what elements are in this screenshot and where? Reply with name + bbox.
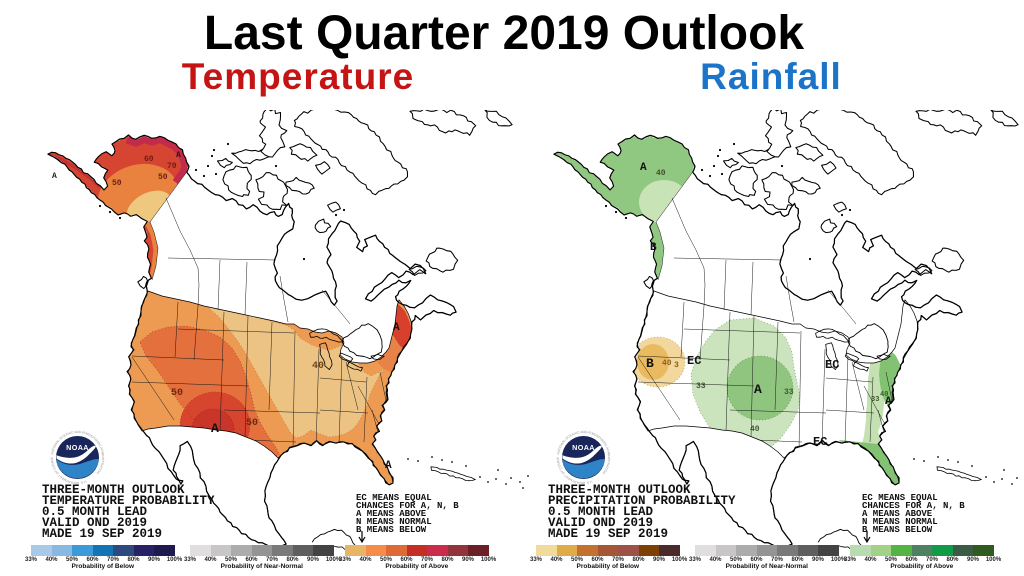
svg-text:33: 33 (871, 396, 879, 404)
svg-text:50: 50 (112, 179, 122, 188)
svg-text:B: B (650, 242, 657, 254)
svg-text:A: A (385, 460, 392, 472)
svg-text:A: A (211, 421, 219, 436)
svg-text:NOAA: NOAA (66, 443, 89, 452)
svg-text:40: 40 (880, 391, 888, 399)
svg-text:A: A (52, 172, 57, 181)
svg-text:A: A (393, 322, 400, 334)
svg-text:40: 40 (662, 359, 672, 368)
svg-text:60: 60 (144, 155, 154, 164)
svg-text:NOAA: NOAA (572, 443, 595, 452)
svg-text:40: 40 (750, 425, 760, 434)
svg-text:A: A (640, 162, 647, 174)
svg-text:40: 40 (312, 361, 324, 372)
svg-text:A: A (176, 151, 181, 160)
svg-text:A: A (885, 396, 892, 408)
svg-text:70: 70 (167, 162, 177, 171)
svg-text:A: A (754, 382, 762, 397)
svg-text:B: B (646, 356, 654, 371)
svg-text:33: 33 (696, 382, 706, 391)
svg-text:EC: EC (687, 354, 701, 368)
svg-text:33: 33 (784, 388, 794, 397)
svg-text:3: 3 (674, 361, 679, 370)
svg-text:50: 50 (171, 388, 183, 399)
svg-text:50: 50 (246, 418, 258, 429)
svg-text:40: 40 (656, 169, 666, 178)
svg-text:50: 50 (158, 173, 168, 182)
